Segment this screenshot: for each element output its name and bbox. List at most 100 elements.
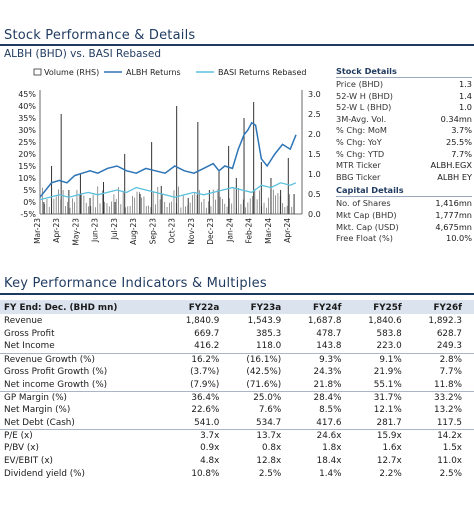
capital-details-title: Capital Details [336,184,472,198]
capital-detail-value: 1,777mn [435,209,472,220]
kpi-cell: 12.7x [376,455,402,466]
y-left-tick-label: -5% [20,210,36,219]
kpi-cell: 24.6x [293,428,354,442]
kpi-header-year: FY23a [250,302,282,313]
kpi-row-label: P/BV (x) [4,443,39,454]
kpi-row: Net Income 416.2 118.0 143.8 223.0 249.3 [0,340,474,353]
y-left-tick-label: 0% [23,198,36,207]
stock-detail-label: Price (BHD) [336,79,384,89]
kpi-cell: 2.5% [439,468,462,479]
stock-details-panel: Stock Details Price (BHD) 1.3 52-W H (BHD)… [336,65,472,245]
kpi-cell: 9.1% [353,352,414,366]
kpi-cell: 583.8 [376,329,402,340]
albh-returns-line [39,121,297,198]
kpi-row-label: Dividend yield (%) [4,468,85,479]
x-tick-label: Nov-23 [187,218,196,245]
kpi-cell: 12.1% [373,405,402,416]
y-left-tick-label: 40% [18,102,36,111]
stock-detail-row: % Chg: YTD 7.7% [336,149,472,161]
kpi-cell: 55.1% [373,379,402,390]
kpi-row: EV/EBIT (x) 4.8x 12.8x 18.4x 12.7x 11.0x [0,455,474,468]
stock-detail-label: 52-W H (BHD) [336,90,393,101]
kpi-row-label: Revenue [4,316,43,327]
kpi-row: Net income Growth (%) (7.9%) (71.6%) 21.8% 5… [0,378,474,391]
y-left-tick-label: 30% [18,126,36,135]
kpi-header-row: FY End: Dec. (BHD mn) FY22a FY23a FY24f FY25… [0,300,474,315]
kpi-cell: 534.7 [256,417,282,428]
kpi-cell: 21.9% [373,367,402,378]
kpi-row: Dividend yield (%) 10.8% 2.5% 1.4% 2.2% 2.5% [0,467,474,480]
kpi-row: P/E (x) 3.7x 13.7x 24.6x 15.9x 14.2x [0,428,474,442]
kpi-cell: 10.8% [191,468,220,479]
kpi-cell: (42.5%) [246,367,282,378]
y-left-tick-label: 45% [18,90,36,99]
legend-label: BASI Returns Rebased [218,68,306,77]
kpi-cell: 18.4x [316,455,342,466]
stock-detail-label: 52-W L (BHD) [336,102,392,113]
kpi-row: Gross Profit 669.7 385.3 478.7 583.8 628.7 [0,328,474,341]
kpi-cell: 22.6% [191,405,220,416]
x-tick-label: Mar-24 [264,218,273,244]
kpi-cell: 249.3 [436,341,462,352]
kpi-header-year: FY22a [188,302,220,313]
kpi-row: Net Debt (Cash) 541.0 534.7 417.6 281.7 117.5 [0,417,474,430]
stock-detail-value: 25.5% [445,136,472,147]
capital-detail-row: No. of Shares 1,416mn [336,198,472,210]
section-divider [0,293,474,295]
kpi-header-year: FY26f [433,302,462,313]
stock-detail-value: 1.3 [458,79,472,89]
stock-detail-value: ALBH EY [437,171,472,182]
kpi-cell: 1.8x [322,443,342,454]
kpi-row-label: Net Debt (Cash) [4,417,75,428]
y-left-tick-label: 15% [18,162,36,171]
y-right-tick-label: 3.0 [308,90,321,99]
kpi-cell: 1,543.9 [247,316,282,327]
kpi-row: Gross Profit Growth (%) (3.7%) (42.5%) 24.3… [0,366,474,379]
capital-detail-label: Mkt. Cap (USD) [336,221,399,232]
kpi-cell: 1,892.3 [428,316,462,327]
capital-detail-row: Mkt Cap (BHD) 1,777mn [336,210,472,222]
kpi-row-label: Gross Profit [4,329,55,340]
kpi-row-label: EV/EBIT (x) [4,455,53,466]
kpi-header-year: FY25f [373,302,402,313]
legend-label: ALBH Returns [126,68,181,77]
kpi-row-label: Net income Growth (%) [4,379,108,390]
capital-detail-row: Free Float (%) 10.0% [336,233,472,245]
stock-detail-row: MTR Ticker ALBH.EGX [336,160,472,172]
kpi-cell: 416.2 [194,341,220,352]
basi-returns-line [39,182,297,201]
kpi-cell: 1,687.8 [307,316,342,327]
kpi-cell: 13.2% [434,405,462,416]
stock-chart: Volume (RHS) ALBH Returns BASI Returns Reb… [18,68,321,246]
kpi-cell: 281.7 [376,417,402,428]
stock-detail-label: % Chg: YTD [336,148,385,159]
kpi-row-label: Gross Profit Growth (%) [4,367,108,378]
stock-detail-row: % Chg: MoM 3.7% [336,125,472,137]
kpi-cell: 33.2% [413,390,474,404]
kpi-cell: 628.7 [436,329,462,340]
stock-detail-row: BBG Ticker ALBH EY [336,172,472,184]
capital-detail-value: 10.0% [445,233,472,244]
kpi-cell: 2.8% [413,352,474,366]
legend-swatch [33,68,42,76]
y-right-tick-label: 2.0 [308,130,321,139]
kpi-cell: 16.2% [171,352,232,366]
kpi-cell: 417.6 [316,417,342,428]
kpi-cell: 223.0 [376,341,402,352]
chart-title: ALBH (BHD) vs. BASI Rebased [4,48,162,60]
kpi-cell: 1.5x [442,443,462,454]
section-title-kpi: Key Performance Indicators & Multiples [4,276,267,291]
x-tick-label: Sep-23 [148,218,157,245]
capital-detail-label: Mkt Cap (BHD) [336,209,397,220]
kpi-cell: 117.5 [436,417,462,428]
y-left-tick-label: 20% [18,150,36,159]
kpi-cell: 11.0x [437,455,462,466]
kpi-header-band [0,300,474,314]
stock-detail-value: 3.7% [451,125,472,136]
kpi-cell: 7.7% [439,367,462,378]
kpi-cell: (7.9%) [190,379,220,390]
kpi-header-year: FY24f [313,302,342,313]
kpi-cell: (3.7%) [190,367,220,378]
kpi-cell: 15.9x [353,428,414,442]
kpi-cell: 1.4% [319,468,342,479]
